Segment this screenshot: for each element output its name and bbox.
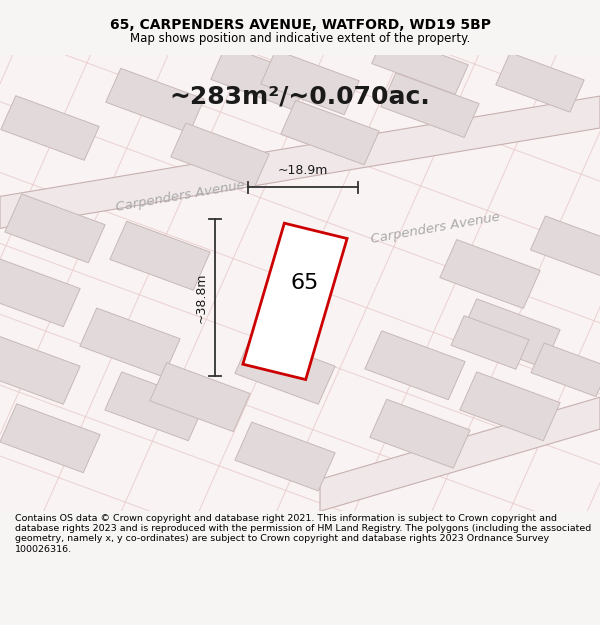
- Text: Contains OS data © Crown copyright and database right 2021. This information is : Contains OS data © Crown copyright and d…: [15, 514, 591, 554]
- Polygon shape: [235, 336, 335, 404]
- Text: ~283m²/~0.070ac.: ~283m²/~0.070ac.: [170, 84, 430, 108]
- Polygon shape: [211, 46, 309, 110]
- Polygon shape: [281, 100, 379, 165]
- Polygon shape: [105, 372, 205, 441]
- Text: 65, CARPENDERS AVENUE, WATFORD, WD19 5BP: 65, CARPENDERS AVENUE, WATFORD, WD19 5BP: [110, 18, 491, 32]
- Text: 65: 65: [291, 273, 319, 293]
- Polygon shape: [0, 404, 100, 472]
- Polygon shape: [110, 221, 210, 290]
- Polygon shape: [0, 336, 80, 404]
- Polygon shape: [496, 52, 584, 112]
- Polygon shape: [5, 194, 105, 262]
- Polygon shape: [171, 123, 269, 188]
- Polygon shape: [370, 399, 470, 468]
- Polygon shape: [0, 96, 600, 228]
- Polygon shape: [261, 50, 359, 114]
- Polygon shape: [243, 223, 347, 379]
- Polygon shape: [365, 331, 465, 399]
- Text: Carpenders Avenue: Carpenders Avenue: [370, 211, 501, 246]
- Polygon shape: [0, 258, 80, 327]
- Polygon shape: [460, 299, 560, 368]
- Polygon shape: [531, 343, 600, 397]
- Polygon shape: [235, 422, 335, 491]
- Polygon shape: [80, 308, 180, 377]
- Polygon shape: [372, 34, 468, 94]
- Polygon shape: [320, 398, 600, 511]
- Polygon shape: [530, 216, 600, 278]
- Text: ~18.9m: ~18.9m: [278, 164, 328, 177]
- Polygon shape: [440, 239, 540, 308]
- Polygon shape: [150, 362, 250, 432]
- Polygon shape: [460, 372, 560, 441]
- Text: Carpenders Avenue: Carpenders Avenue: [115, 179, 246, 214]
- Polygon shape: [381, 73, 479, 138]
- Polygon shape: [451, 316, 529, 369]
- Polygon shape: [1, 96, 99, 160]
- Polygon shape: [106, 68, 204, 133]
- Text: ~38.8m: ~38.8m: [194, 272, 208, 323]
- Text: Map shows position and indicative extent of the property.: Map shows position and indicative extent…: [130, 32, 470, 45]
